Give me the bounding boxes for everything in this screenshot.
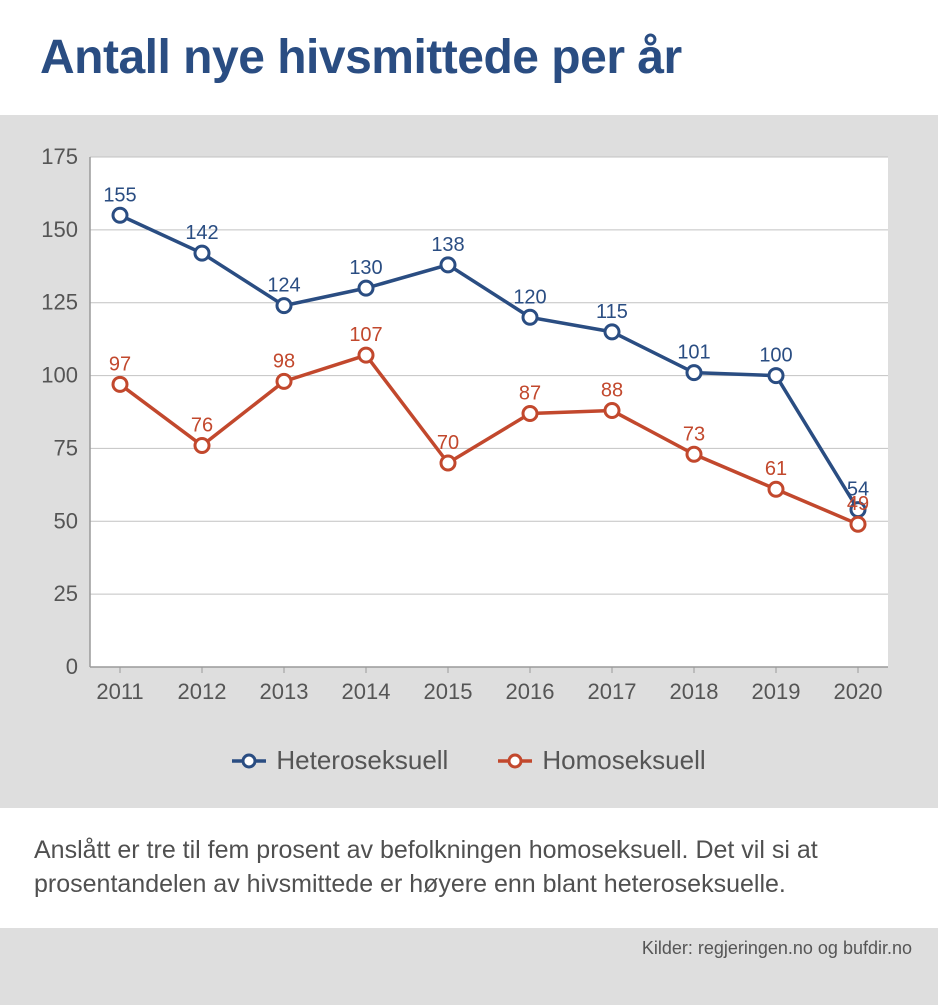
svg-text:87: 87 <box>519 382 541 404</box>
svg-text:50: 50 <box>54 508 78 533</box>
svg-text:138: 138 <box>431 234 464 256</box>
svg-text:0: 0 <box>66 654 78 679</box>
caption-bar: Anslått er tre til fem prosent av befolk… <box>0 806 938 928</box>
svg-text:2011: 2011 <box>96 679 143 704</box>
svg-text:2018: 2018 <box>670 679 719 704</box>
legend: Heteroseksuell Homoseksuell <box>0 727 938 806</box>
svg-text:73: 73 <box>683 423 705 445</box>
svg-text:75: 75 <box>54 435 78 460</box>
line-chart: 0 25 50 75 100 125 150 175 2011 2012 2013 2014 2015 2… <box>30 137 908 717</box>
legend-label: Heteroseksuell <box>276 745 448 776</box>
caption-text: Anslått er tre til fem prosent av befolk… <box>34 834 904 902</box>
legend-marker-icon <box>232 753 266 769</box>
svg-text:175: 175 <box>41 144 78 169</box>
svg-text:124: 124 <box>267 275 300 297</box>
source-text: Kilder: regjeringen.no og bufdir.no <box>642 938 912 958</box>
svg-text:25: 25 <box>54 581 78 606</box>
svg-text:101: 101 <box>677 342 710 364</box>
svg-text:76: 76 <box>191 415 213 437</box>
svg-text:49: 49 <box>847 493 869 515</box>
legend-label: Homoseksuell <box>542 745 705 776</box>
svg-text:100: 100 <box>759 345 792 367</box>
svg-text:120: 120 <box>513 286 546 308</box>
svg-text:100: 100 <box>41 363 78 388</box>
svg-text:155: 155 <box>103 184 136 206</box>
chart-area: 0 25 50 75 100 125 150 175 2011 2012 2013 2014 2015 2… <box>0 117 938 727</box>
svg-text:125: 125 <box>41 290 78 315</box>
svg-text:88: 88 <box>601 380 623 402</box>
svg-text:2015: 2015 <box>424 679 473 704</box>
svg-text:2017: 2017 <box>588 679 637 704</box>
svg-text:142: 142 <box>185 222 218 244</box>
svg-text:2019: 2019 <box>752 679 801 704</box>
legend-item-heteroseksuell: Heteroseksuell <box>232 745 448 776</box>
svg-text:97: 97 <box>109 353 131 375</box>
page-title: Antall nye hivsmittede per år <box>40 30 898 85</box>
svg-text:61: 61 <box>765 458 787 480</box>
svg-text:2016: 2016 <box>506 679 555 704</box>
svg-text:2014: 2014 <box>342 679 391 704</box>
svg-text:2012: 2012 <box>178 679 227 704</box>
svg-text:150: 150 <box>41 217 78 242</box>
legend-marker-icon <box>498 753 532 769</box>
svg-text:2020: 2020 <box>834 679 883 704</box>
svg-text:2013: 2013 <box>260 679 309 704</box>
svg-text:70: 70 <box>437 432 459 454</box>
svg-text:98: 98 <box>273 350 295 372</box>
svg-text:115: 115 <box>596 301 628 323</box>
source-bar: Kilder: regjeringen.no og bufdir.no <box>0 928 938 971</box>
legend-item-homoseksuell: Homoseksuell <box>498 745 705 776</box>
svg-text:130: 130 <box>349 257 382 279</box>
title-bar: Antall nye hivsmittede per år <box>0 0 938 117</box>
svg-text:107: 107 <box>349 324 382 346</box>
